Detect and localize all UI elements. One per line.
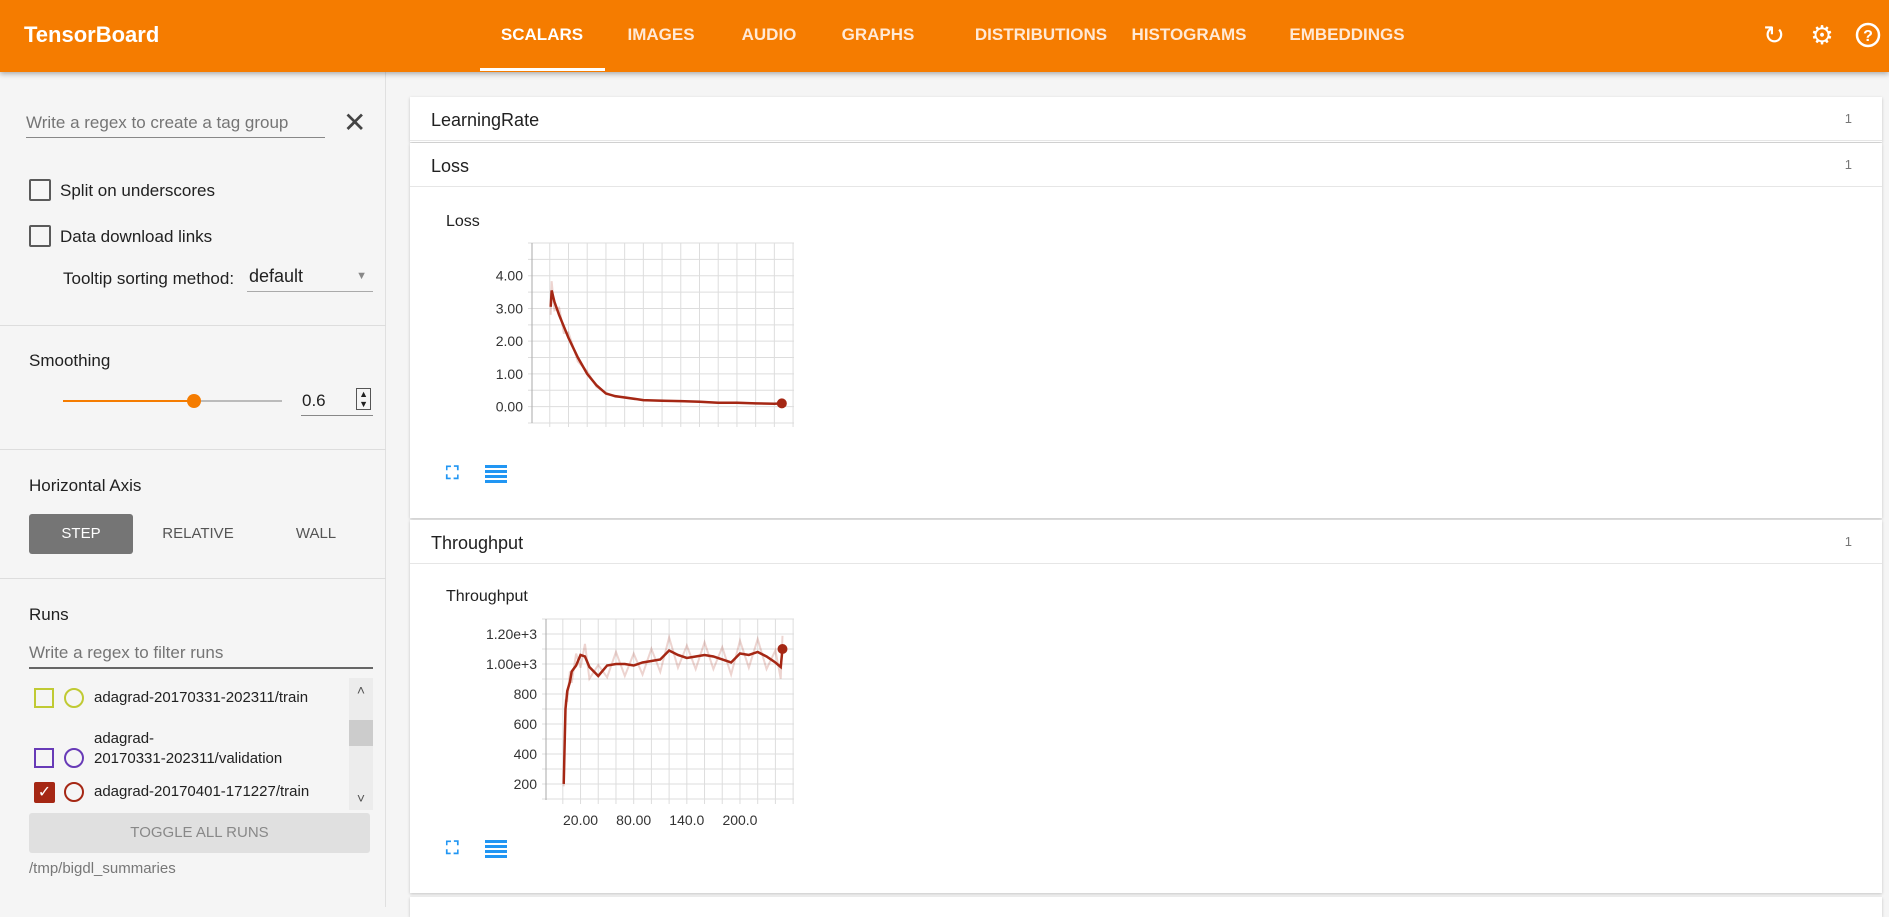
- axis-relative-button[interactable]: RELATIVE: [162, 525, 234, 542]
- close-icon[interactable]: ✕: [343, 107, 367, 138]
- y-tick-label: 800: [514, 686, 538, 702]
- tab-graphs[interactable]: GRAPHS: [841, 25, 915, 44]
- smoothing-slider-knob[interactable]: [187, 394, 202, 408]
- tag-group-regex-input[interactable]: [26, 108, 325, 138]
- axis-wall-button[interactable]: WALL: [295, 525, 337, 542]
- tab-scalars[interactable]: SCALARS: [500, 25, 584, 44]
- scroll-up-icon[interactable]: ˄: [356, 682, 366, 698]
- run-name: adagrad-20170331-202311/train: [94, 689, 309, 706]
- category-throughput: Throughput 1 Throughput 1.20e+3 1.00e+3 800…: [410, 520, 1882, 893]
- tooltip-sorting-value: default: [249, 266, 304, 286]
- chart-title: Loss: [446, 213, 480, 230]
- toggle-log-scale-icon[interactable]: [485, 840, 507, 858]
- smoothing-label: Smoothing: [29, 351, 111, 370]
- svg-text:?: ?: [1863, 28, 1873, 45]
- tooltip-sorting-label: Tooltip sorting method:: [63, 269, 235, 288]
- y-tick-label: 600: [514, 716, 538, 732]
- category-next: [410, 897, 1882, 917]
- x-tick-label: 20.00: [563, 812, 598, 828]
- runs-label: Runs: [29, 605, 69, 624]
- run-name: adagrad-20170401-171227/train: [94, 783, 310, 800]
- y-tick-label: 1.20e+3: [486, 626, 537, 642]
- loss-chart[interactable]: 4.00 3.00 2.00 1.00 0.00: [410, 143, 830, 518]
- y-tick-label: 3.00: [496, 300, 523, 316]
- smoothing-input[interactable]: 0.6 ▲ ▼: [301, 386, 373, 416]
- last-point-marker: [776, 398, 787, 409]
- scroll-down-icon[interactable]: ˅: [356, 790, 366, 806]
- refresh-icon[interactable]: ↻: [1763, 20, 1785, 50]
- divider: [0, 578, 386, 579]
- logdir-path: /tmp/bigdl_summaries: [29, 860, 176, 877]
- chart-title: Throughput: [446, 588, 528, 605]
- run-name-line1: adagrad-: [94, 730, 155, 747]
- runs-filter-input[interactable]: [29, 639, 373, 669]
- axis-step-button[interactable]: STEP: [29, 514, 133, 554]
- data-download-checkbox[interactable]: [29, 225, 51, 247]
- category-header[interactable]: Loss 1: [410, 143, 1882, 187]
- split-underscores-label: Split on underscores: [60, 181, 215, 200]
- smoothed-series-line: [549, 290, 782, 405]
- divider: [0, 325, 386, 326]
- fullscreen-icon[interactable]: ⛶: [446, 838, 459, 858]
- fullscreen-icon[interactable]: ⛶: [446, 463, 459, 483]
- horizontal-axis-label: Horizontal Axis: [29, 476, 142, 495]
- category-count: 1: [1844, 111, 1852, 126]
- run-color-circle[interactable]: [64, 782, 84, 802]
- smoothing-slider-fill: [63, 400, 195, 402]
- smoothed-series-line: [562, 648, 784, 784]
- category-count: 1: [1844, 157, 1852, 172]
- data-download-label: Data download links: [60, 227, 213, 246]
- run-color-circle[interactable]: [64, 688, 84, 708]
- divider: [0, 449, 386, 450]
- throughput-chart[interactable]: 1.20e+3 1.00e+3 800 600 400 200 20.00 80.00 140.…: [410, 520, 830, 893]
- y-tick-label: 200: [514, 776, 538, 792]
- x-tick-label: 80.00: [616, 812, 651, 828]
- y-tick-label: 400: [514, 746, 538, 762]
- scrollbar-thumb[interactable]: [349, 720, 373, 746]
- x-tick-label: 140.0: [669, 812, 704, 828]
- y-tick-label: 1.00: [496, 366, 523, 382]
- help-icon[interactable]: ?: [1854, 21, 1882, 49]
- y-tick-label: 2.00: [496, 333, 523, 349]
- run-color-circle[interactable]: [64, 748, 84, 768]
- toggle-all-runs-button[interactable]: TOGGLE ALL RUNS: [29, 813, 370, 853]
- app-title: TensorBoard: [24, 22, 160, 47]
- category-title: LearningRate: [431, 110, 540, 130]
- dropdown-arrow-icon: ▼: [356, 270, 367, 282]
- run-checkbox-checked[interactable]: ✓: [34, 782, 55, 803]
- category-title: Loss: [431, 156, 470, 176]
- y-tick-label: 1.00e+3: [486, 656, 537, 672]
- tab-histograms[interactable]: HISTOGRAMS: [1131, 25, 1247, 44]
- run-checkbox[interactable]: [34, 748, 54, 768]
- tab-images[interactable]: IMAGES: [627, 25, 695, 44]
- runs-scrollbar[interactable]: ˄ ˅: [349, 678, 373, 810]
- x-tick-label: 200.0: [722, 812, 757, 828]
- smoothing-value: 0.6: [302, 391, 326, 410]
- sidebar: ✕ Split on underscores Data download lin…: [0, 72, 386, 907]
- split-underscores-checkbox[interactable]: [29, 179, 51, 201]
- active-tab-indicator: [480, 68, 605, 71]
- tab-distributions[interactable]: DISTRIBUTIONS: [974, 25, 1108, 44]
- tab-embeddings[interactable]: EMBEDDINGS: [1289, 25, 1405, 44]
- category-header[interactable]: Throughput 1: [410, 520, 1882, 564]
- settings-icon[interactable]: ⚙: [1810, 20, 1834, 50]
- y-tick-label: 4.00: [496, 268, 523, 284]
- toggle-log-scale-icon[interactable]: [485, 465, 507, 483]
- last-point-marker: [777, 643, 788, 654]
- y-tick-label: 0.00: [496, 399, 523, 415]
- run-checkbox[interactable]: [34, 688, 54, 708]
- raw-series-line: [562, 633, 784, 787]
- category-title: Throughput: [431, 533, 524, 553]
- runs-list: adagrad-20170331-202311/train adagrad- 2…: [0, 678, 373, 810]
- top-bar: TensorBoard SCALARS IMAGES AUDIO GRAPHS …: [0, 0, 1889, 72]
- category-learningrate[interactable]: LearningRate 1: [410, 97, 1882, 142]
- tab-audio[interactable]: AUDIO: [741, 25, 797, 44]
- tooltip-sorting-select[interactable]: default ▼: [247, 262, 373, 292]
- smoothing-slider[interactable]: [63, 394, 282, 408]
- category-count: 1: [1844, 534, 1852, 549]
- raw-series-line: [549, 281, 782, 405]
- category-loss: Loss 1 Loss 4.00 3.00 2.00 1.00 0.00 ⛶: [410, 143, 1882, 518]
- run-name-line2: 20170331-202311/validation: [94, 750, 283, 767]
- spinner-icon[interactable]: ▲ ▼: [356, 388, 371, 410]
